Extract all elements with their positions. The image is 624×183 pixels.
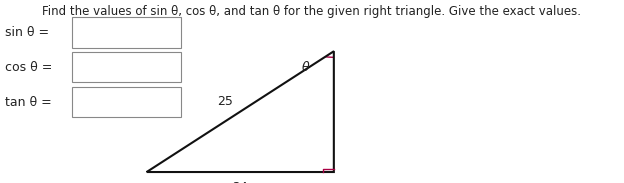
Text: tan θ =: tan θ = [5, 96, 52, 109]
Text: θ: θ [302, 61, 310, 74]
Text: 25: 25 [217, 95, 233, 108]
Bar [72, 87, 181, 117]
Text: cos θ =: cos θ = [5, 61, 52, 74]
Text: Find the values of sin θ, cos θ, and tan θ for the given right triangle. Give th: Find the values of sin θ, cos θ, and tan… [42, 5, 582, 18]
Text: 24: 24 [232, 181, 248, 183]
Bar [72, 17, 181, 48]
Bar [72, 52, 181, 82]
Text: sin θ =: sin θ = [5, 26, 49, 39]
